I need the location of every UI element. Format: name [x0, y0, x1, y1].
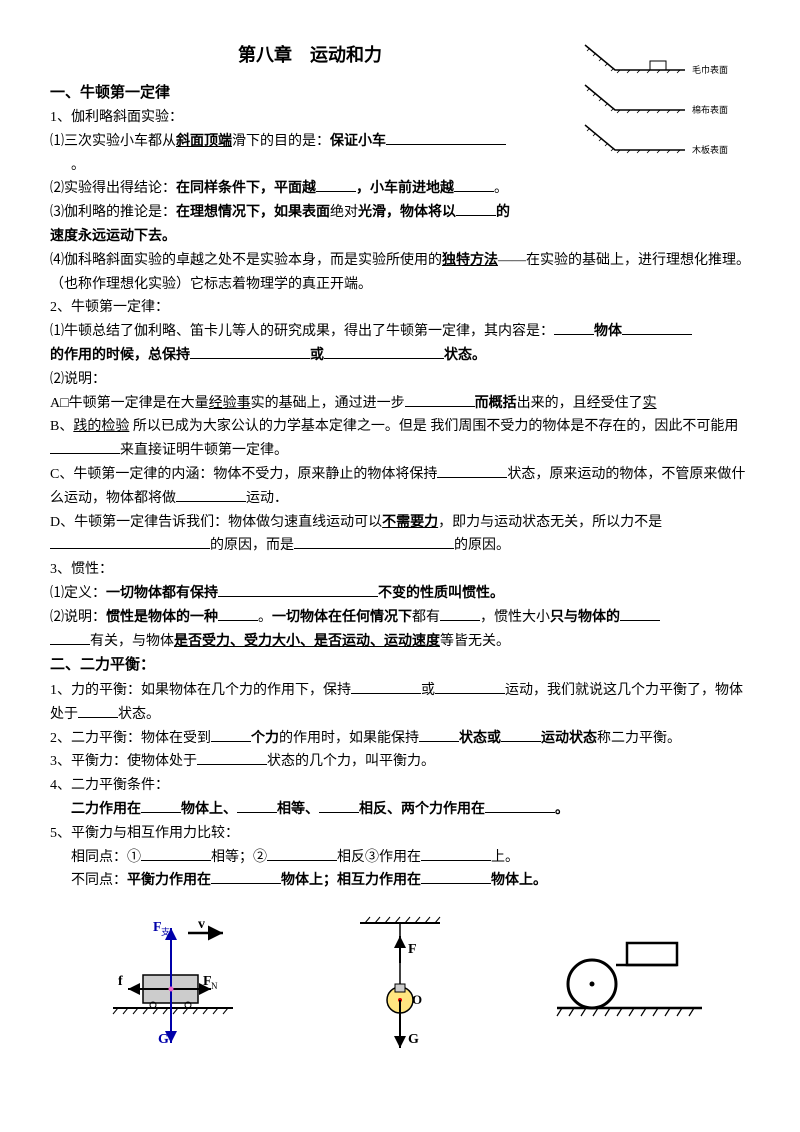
s1-p2-D: D、牛顿第一定律告诉我们：物体做匀速直线运动可以不需要力，即力与运动状态无关，所…: [50, 511, 750, 559]
svg-text:f: f: [118, 974, 123, 989]
ramp-label-1: 毛巾表面: [692, 64, 728, 75]
svg-text:支: 支: [161, 926, 170, 937]
svg-text:O: O: [412, 992, 422, 1007]
s1-p3: 3、惯性：: [50, 558, 750, 582]
s2-p4-1: 二力作用在物体上、相等、相反、两个力作用在。: [71, 798, 750, 822]
ramp-label-2: 棉布表面: [692, 104, 728, 115]
hanging-bulb-diagram: O F G: [340, 908, 460, 1058]
section-2-head: 二、二力平衡：: [50, 653, 750, 679]
s1-p1-2: ⑵实验得出得结论：在同样条件下，平面越，小车前进地越。: [50, 177, 750, 201]
s2-p5-1: 相同点：①相等；②相反③作用在上。: [71, 846, 750, 870]
s1-p1-4: 速度永远运动下去。: [50, 225, 750, 249]
svg-text:F: F: [408, 942, 417, 957]
s2-p3: 3、平衡力：使物体处于状态的几个力，叫平衡力。: [50, 750, 750, 774]
s2-p2: 2、二力平衡：物体在受到个力的作用时，如果能保持状态或运动状态称二力平衡。: [50, 727, 750, 751]
s1-p2-B: B、践的检验 所以已成为大家公认的力学基本定律之一。但是 我们周围不受力的物体是…: [50, 415, 750, 463]
s1-p2: 2、牛顿第一定律：: [50, 296, 750, 320]
svg-text:G: G: [408, 1032, 419, 1047]
bottom-diagrams: F 支 G f F N v O F G: [50, 908, 750, 1058]
s1-p2-1: ⑴牛顿总结了伽利略、笛卡儿等人的研究成果，得出了牛顿第一定律，其内容是：物体: [50, 320, 750, 344]
block-wheel-diagram: [547, 928, 707, 1038]
s1-p3-2: ⑵说明：惯性是物体的一种。一切物体在任何情况下都有，惯性大小只与物体的: [50, 606, 750, 630]
s1-p3-2b: 有关，与物体是否受力、受力大小、是否运动、运动速度等皆无关。: [50, 630, 750, 654]
ramp-diagram: 毛巾表面 棉布表面 木板表面: [580, 40, 750, 169]
s1-p2-3: ⑵说明：: [50, 368, 750, 392]
s1-p2-2: 的作用的时候，总保持或状态。: [50, 344, 750, 368]
s1-p1-3: ⑶伽利略的推论是：在理想情况下，如果表面绝对光滑，物体将以的: [50, 201, 750, 225]
svg-text:v: v: [198, 917, 205, 932]
s2-p4: 4、二力平衡条件：: [50, 774, 750, 798]
svg-text:G: G: [158, 1032, 169, 1047]
s1-p2-A: A□牛顿第一定律是在大量经验事实的基础上，通过进一步而概括出来的，且经受住了实: [50, 392, 750, 416]
s2-p1: 1、力的平衡：如果物体在几个力的作用下，保持或运动，我们就说这几个力平衡了，物体…: [50, 679, 750, 727]
s1-p1-5: ⑷伽科略斜面实验的卓越之处不是实验本身，而是实验所使用的独特方法——在实验的基础…: [50, 249, 750, 297]
force-block-diagram: F 支 G f F N v: [93, 913, 253, 1053]
svg-text:N: N: [211, 981, 218, 991]
s2-p5-2: 不同点：平衡力作用在物体上；相互力作用在物体上。: [71, 869, 750, 893]
ramp-label-3: 木板表面: [692, 144, 728, 155]
s1-p3-1: ⑴定义：一切物体都有保持不变的性质叫惯性。: [50, 582, 750, 606]
s2-p5: 5、平衡力与相互作用力比较：: [50, 822, 750, 846]
s1-p2-C: C、牛顿第一定律的内涵：物体不受力，原来静止的物体将保持状态，原来运动的物体，不…: [50, 463, 750, 511]
